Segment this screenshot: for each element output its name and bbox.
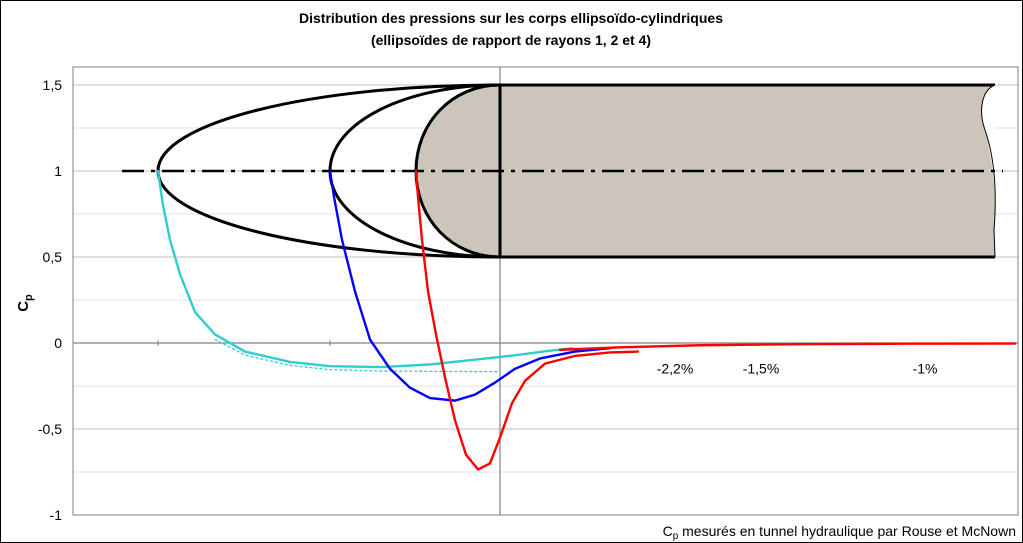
- y-tick-label: 1,5: [43, 77, 63, 93]
- ellipsoid-body-illustration: [122, 83, 1003, 259]
- y-axis-label: Cp: [15, 294, 35, 312]
- series-line-5: [558, 342, 1017, 352]
- cylinder-body: [500, 85, 995, 257]
- chart-subtitle: (ellipsoïdes de rapport de rayons 1, 2 e…: [371, 32, 651, 48]
- series-line-3: [328, 169, 612, 402]
- y-axis-label-sub: p: [23, 294, 35, 301]
- series-line-1: [156, 169, 574, 369]
- y-tick-label: 0,5: [43, 249, 63, 265]
- series-layer: [156, 169, 1017, 471]
- series-line-2: [214, 338, 501, 373]
- annotation-label: -2,2%: [657, 360, 694, 376]
- footnote-text: mesurés en tunnel hydraulique par Rouse …: [678, 523, 1016, 539]
- y-tick-label: 0: [54, 335, 62, 351]
- footnote-sub: p: [673, 531, 679, 542]
- body-tail: [981, 84, 996, 258]
- y-tick-labels: 1,5 1 0,5 0 -0,5 -1: [38, 77, 62, 523]
- series-line-4: [414, 169, 640, 471]
- y-tick-label: 1: [54, 163, 62, 179]
- y-tick-label: -0,5: [38, 421, 62, 437]
- y-tick-label: -1: [50, 507, 63, 523]
- annotation-label: -1%: [913, 360, 938, 376]
- footnote: Cp mesurés en tunnel hydraulique par Rou…: [663, 523, 1016, 542]
- plot-area: [72, 66, 1019, 516]
- annotations: -2,2% -1,5% -1%: [657, 360, 938, 376]
- annotation-label: -1,5%: [743, 360, 780, 376]
- chart-title: Distribution des pressions sur les corps…: [299, 10, 723, 26]
